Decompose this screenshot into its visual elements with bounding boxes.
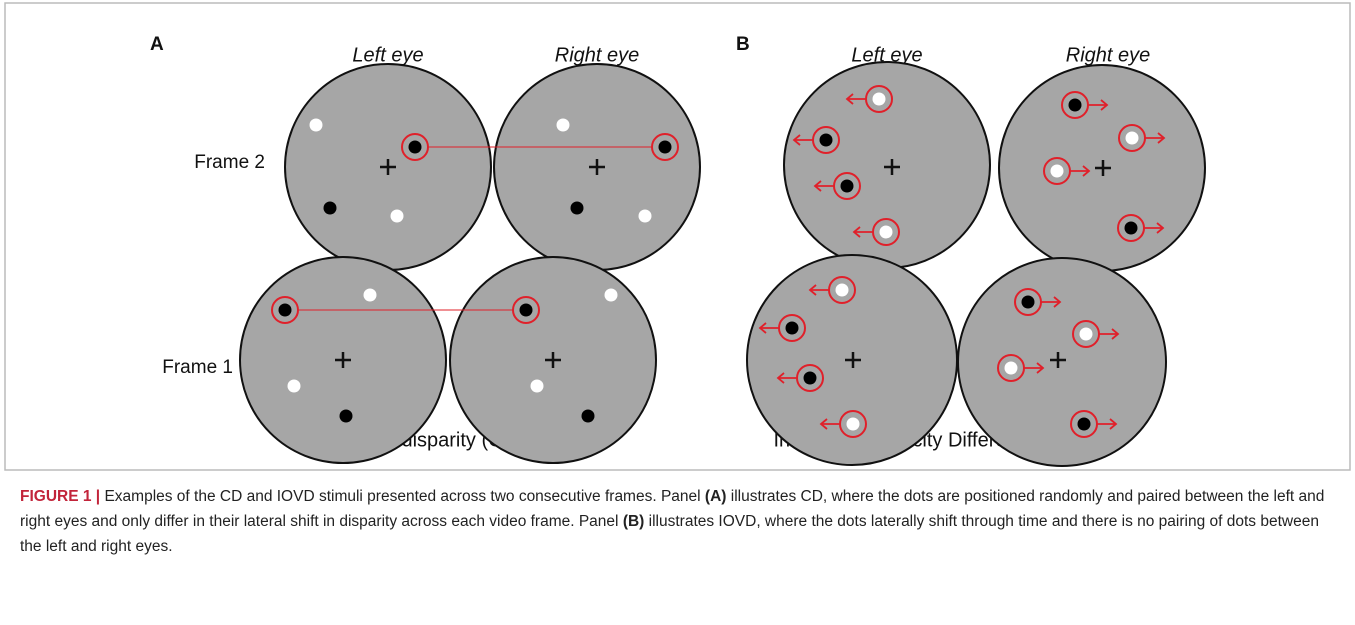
panel-label: A	[150, 34, 164, 55]
frame-label: Frame 2	[194, 152, 265, 173]
dot-ring	[401, 133, 429, 161]
dot	[1124, 221, 1138, 235]
dot-ring	[271, 296, 299, 324]
dot	[1050, 164, 1064, 178]
dot	[390, 209, 404, 223]
eye-label: Left eye	[352, 44, 423, 66]
dot	[840, 179, 854, 193]
dot	[519, 303, 533, 317]
motion-arrowhead	[1100, 99, 1109, 111]
dot	[530, 379, 544, 393]
stimuli	[239, 61, 1206, 467]
dot	[1079, 327, 1093, 341]
motion-arrowhead	[776, 372, 785, 384]
dot	[556, 118, 570, 132]
motion-arrowhead	[813, 180, 822, 192]
motion-arrowhead	[1156, 222, 1165, 234]
dot	[819, 133, 833, 147]
dot	[835, 283, 849, 297]
aperture	[957, 257, 1167, 467]
dot	[846, 417, 860, 431]
dot	[1077, 417, 1091, 431]
caption-text: illustrates IOVD, where the dots lateral…	[20, 513, 1319, 555]
caption-label: FIGURE 1 |	[20, 488, 101, 505]
caption-ref: (B)	[622, 513, 645, 530]
motion-arrowhead	[845, 93, 854, 105]
dot	[323, 201, 337, 215]
caption-text: illustrates CD, where the dots are posit…	[20, 488, 1325, 530]
motion-arrowhead	[1053, 296, 1062, 308]
eye-label: Right eye	[1066, 44, 1151, 66]
dot	[278, 303, 292, 317]
dot-ring	[512, 296, 540, 324]
panel-label: B	[736, 34, 750, 55]
dot	[872, 92, 886, 106]
motion-arrowhead	[1082, 165, 1091, 177]
frame-label: Frame 1	[162, 357, 233, 378]
eye-label: Left eye	[851, 44, 922, 66]
dot	[408, 140, 422, 154]
motion-arrowhead	[808, 284, 817, 296]
dot	[604, 288, 618, 302]
dot	[658, 140, 672, 154]
dot	[1004, 361, 1018, 375]
motion-arrowhead	[792, 134, 801, 146]
dot	[1125, 131, 1139, 145]
motion-arrowhead	[819, 418, 828, 430]
dot	[785, 321, 799, 335]
dot	[287, 379, 301, 393]
dot	[879, 225, 893, 239]
dot	[363, 288, 377, 302]
dot	[339, 409, 353, 423]
figure-border	[4, 2, 1351, 471]
motion-arrowhead	[1111, 328, 1120, 340]
dot	[638, 209, 652, 223]
motion-arrowhead	[1109, 418, 1118, 430]
dot	[581, 409, 595, 423]
caption-text: Examples of the CD and IOVD stimuli pres…	[100, 488, 705, 505]
motion-arrowhead	[1036, 362, 1045, 374]
dot	[309, 118, 323, 132]
eye-label: Right eye	[555, 44, 640, 66]
figure: A B Left eye Right eye Left eye Right ey…	[4, 2, 1351, 471]
dot	[1021, 295, 1035, 309]
motion-arrowhead	[758, 322, 767, 334]
dot	[570, 201, 584, 215]
motion-arrowhead	[852, 226, 861, 238]
dot	[1068, 98, 1082, 112]
dot	[803, 371, 817, 385]
caption-ref: (A)	[704, 488, 727, 505]
motion-arrowhead	[1157, 132, 1166, 144]
dot-ring	[651, 133, 679, 161]
figure-caption: FIGURE 1 | Examples of the CD and IOVD s…	[20, 484, 1340, 559]
